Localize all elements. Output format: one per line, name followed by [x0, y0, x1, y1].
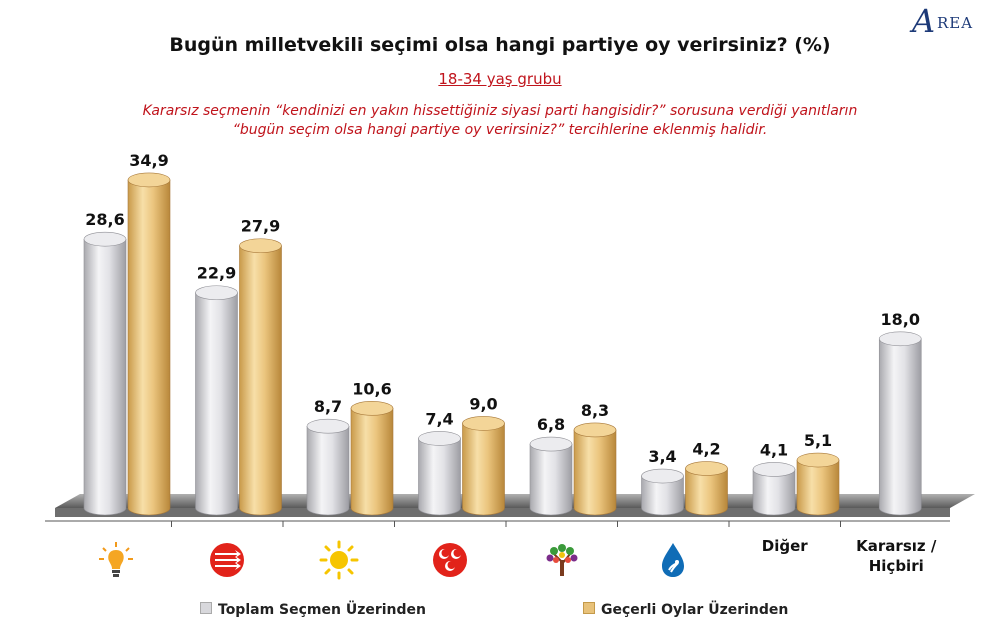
tree-icon [542, 540, 582, 580]
value-label: 8,3 [581, 401, 609, 420]
value-label: 10,6 [352, 379, 391, 398]
water-drop-icon [653, 540, 693, 580]
bar-1-5 [641, 468, 684, 516]
value-label: 3,4 [648, 447, 676, 466]
bar-top [529, 436, 573, 452]
value-labels-group: 28,6 34,9 22,9 27,9 8,7 10,6 7,4 9,0 6,8 8,3 3,4 4,… [85, 151, 920, 466]
bar-body [796, 459, 840, 516]
bar-2-3 [462, 416, 505, 516]
legend-label-series-1: Toplam Seçmen Üzerinden [218, 602, 427, 618]
bar-1-3 [418, 431, 461, 516]
bar-body [878, 338, 922, 516]
bar-top [878, 331, 922, 347]
logo-letter: A [912, 2, 936, 40]
value-label: 9,0 [469, 394, 497, 413]
bar-body [641, 475, 684, 516]
floor-top [55, 494, 975, 508]
bar-top [462, 416, 505, 431]
chart-note: Kararsız seçmenin “kendinizi en yakın hi… [60, 102, 940, 140]
value-label: 6,8 [537, 415, 565, 434]
bar-top [641, 468, 684, 484]
bar-body [195, 292, 238, 516]
category-label: Diğer [761, 537, 808, 555]
category-label: Kararsız / Hiçbiri [856, 537, 937, 575]
value-label: 22,9 [197, 264, 236, 283]
legend-swatch-series-2 [583, 602, 595, 614]
value-label: 18,0 [881, 310, 920, 329]
bar-1-0 [83, 231, 127, 516]
bar-1-4 [529, 436, 573, 516]
bars-group [83, 172, 922, 516]
legend-item-series-1: Toplam Seçmen Üzerinden [200, 602, 426, 618]
bar-1-6 [752, 462, 796, 516]
bar-top [350, 401, 394, 416]
bar-top [239, 238, 282, 254]
bar-top [796, 452, 840, 468]
bar-1-1 [195, 285, 238, 516]
bar-body [462, 423, 505, 516]
value-label: 27,9 [241, 217, 280, 236]
bar-2-1 [239, 238, 282, 516]
note-line-2: “bugün seçim olsa hangi partiye oy verir… [232, 122, 768, 138]
value-label: 7,4 [425, 409, 453, 428]
bar-top [306, 418, 350, 434]
value-label: 5,1 [804, 431, 832, 450]
chp-arrows-icon [207, 540, 247, 580]
bar-2-0 [127, 172, 171, 516]
bar-body [350, 408, 394, 516]
bar-body [239, 245, 282, 516]
value-label: 4,1 [760, 440, 788, 459]
bar-1-2 [306, 418, 350, 516]
value-label: 4,2 [692, 440, 720, 459]
bar-2-5 [685, 461, 728, 516]
bar-top [418, 431, 461, 446]
bar-top [685, 461, 728, 476]
chart-title: Bugün milletvekili seçimi olsa hangi par… [169, 34, 831, 56]
bar-1-7 [878, 331, 922, 516]
note-line-1: Kararsız seçmenin “kendinizi en yakın hi… [142, 103, 858, 119]
bar-top [83, 231, 127, 247]
legend-label-series-2: Geçerli Oylar Üzerinden [601, 602, 789, 618]
bar-top [127, 172, 171, 188]
value-label: 28,6 [85, 210, 124, 229]
bar-body [306, 425, 350, 516]
bar-body [685, 468, 728, 516]
legend-item-series-2: Geçerli Oylar Üzerinden [583, 602, 788, 618]
bar-body [529, 443, 573, 516]
value-label: 34,9 [129, 151, 168, 170]
chart-subtitle: 18-34 yaş grubu [438, 70, 562, 88]
category-dividers [171, 521, 841, 527]
bar-body [418, 438, 461, 516]
bar-2-6 [796, 452, 840, 516]
bar-2-2 [350, 401, 394, 516]
bar-2-4 [573, 422, 617, 516]
bar-body [83, 238, 127, 516]
mhp-crescents-icon [430, 540, 470, 580]
light-bulb-icon [96, 540, 136, 580]
bar-body [752, 469, 796, 516]
bar-body [573, 429, 617, 516]
bar-body [127, 179, 171, 516]
bar-top [752, 462, 796, 477]
legend-swatch-series-1 [200, 602, 212, 614]
value-label: 8,7 [314, 397, 342, 416]
logo-text: REA [937, 14, 974, 32]
sun-icon [319, 540, 359, 580]
legend: Toplam Seçmen Üzerinden Geçerli Oylar Üz… [0, 602, 1000, 622]
bar-top [573, 422, 617, 438]
bar-top [195, 285, 238, 301]
